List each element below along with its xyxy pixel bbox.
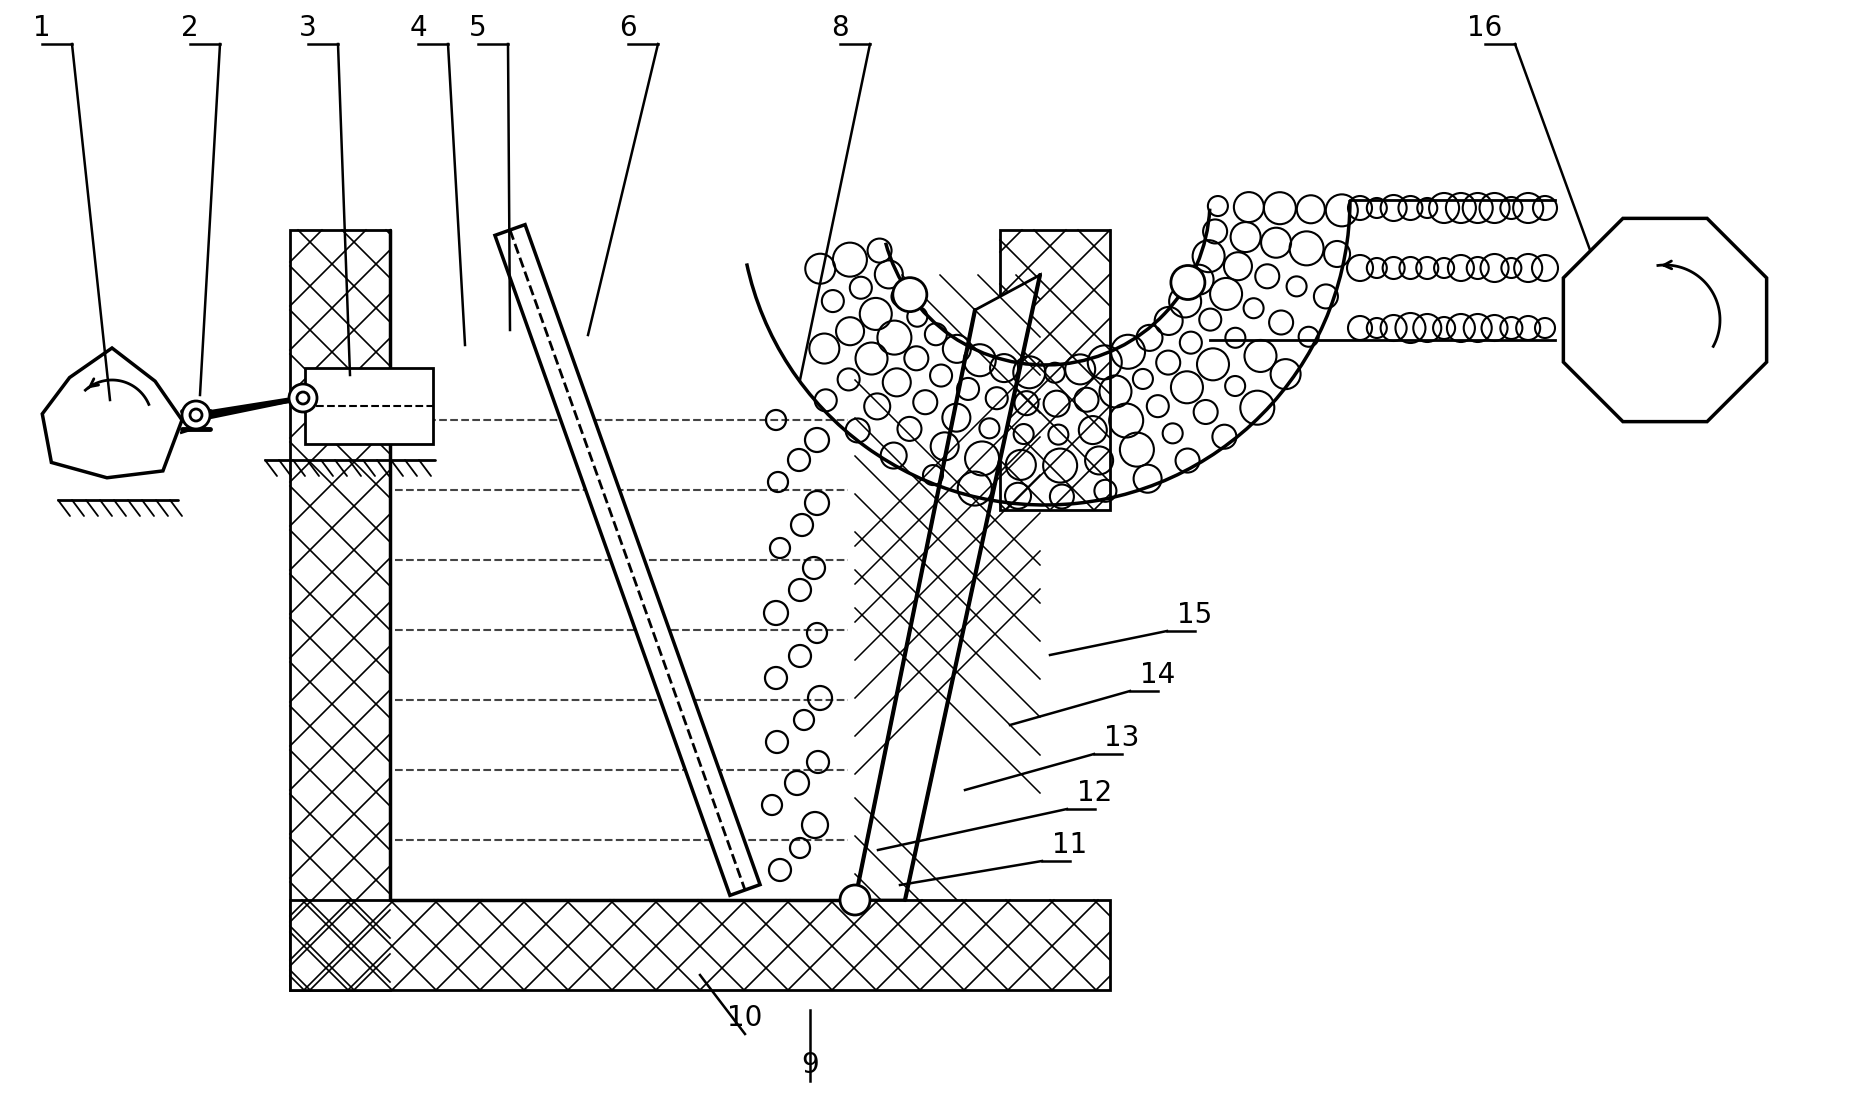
Bar (1001, 230, 1110, 510)
Text: 3: 3 (299, 14, 318, 42)
Text: 1: 1 (33, 14, 50, 42)
Bar (305, 368, 433, 444)
Polygon shape (854, 275, 1040, 900)
Text: 14: 14 (1140, 661, 1175, 689)
Text: 16: 16 (1467, 14, 1502, 42)
Bar (290, 900, 1110, 990)
Text: 9: 9 (800, 1051, 819, 1079)
Polygon shape (1564, 219, 1766, 421)
Text: 10: 10 (728, 1004, 763, 1032)
Text: 13: 13 (1105, 724, 1140, 752)
Text: 8: 8 (832, 14, 849, 42)
Text: 11: 11 (1053, 831, 1088, 859)
Circle shape (1172, 266, 1205, 300)
Text: 15: 15 (1177, 601, 1213, 629)
Polygon shape (43, 348, 182, 478)
Text: 5: 5 (470, 14, 487, 42)
Circle shape (893, 278, 927, 312)
Text: 2: 2 (182, 14, 199, 42)
Text: 12: 12 (1077, 779, 1112, 807)
Bar (290, 230, 390, 990)
Text: 6: 6 (618, 14, 637, 42)
Circle shape (290, 384, 318, 412)
Polygon shape (496, 224, 760, 895)
Circle shape (839, 885, 869, 915)
Text: 4: 4 (409, 14, 427, 42)
Circle shape (182, 401, 210, 429)
